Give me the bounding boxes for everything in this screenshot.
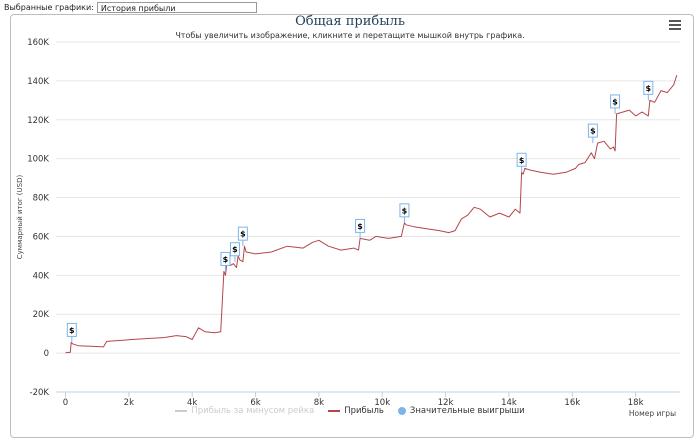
chart-title: Общая прибыль <box>295 14 405 29</box>
legend-label-big-wins: Значительные выигрыши <box>409 406 525 416</box>
chart-menu-icon[interactable] <box>669 20 681 30</box>
chart-legend: Прибыль за минусом рейка Прибыль Значите… <box>0 406 700 416</box>
chart-frame <box>10 14 694 438</box>
legend-line-icon <box>175 410 188 412</box>
legend-item-rake[interactable]: Прибыль за минусом рейка <box>175 406 314 416</box>
legend-label-rake: Прибыль за минусом рейка <box>191 406 315 416</box>
chart-selector[interactable]: История прибыли <box>96 1 257 13</box>
chart-selector-bar: Выбранные графики: История прибыли <box>4 0 257 14</box>
legend-item-profit[interactable]: Прибыль <box>328 406 384 416</box>
chart-subtitle: Чтобы увеличить изображение, кликните и … <box>175 31 525 40</box>
legend-line-icon <box>328 410 341 412</box>
legend-item-big-wins[interactable]: Значительные выигрыши <box>397 406 525 416</box>
chart-selector-label: Выбранные графики: <box>4 2 94 12</box>
legend-label-profit: Прибыль <box>344 406 384 416</box>
legend-dot-icon <box>397 407 406 415</box>
